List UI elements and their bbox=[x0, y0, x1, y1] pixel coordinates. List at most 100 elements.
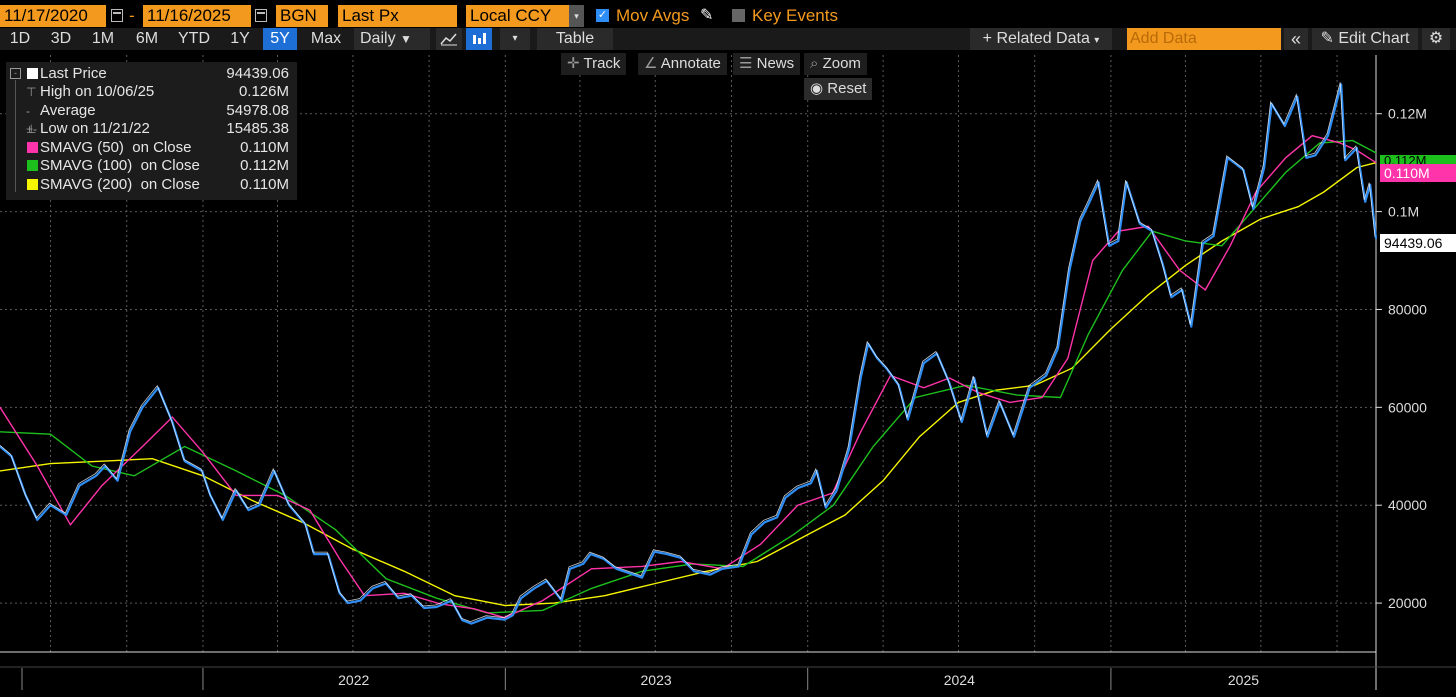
key-events-checkbox[interactable] bbox=[732, 9, 745, 22]
reset-button[interactable]: ◉ Reset bbox=[804, 78, 873, 100]
news-button[interactable]: ☰ News bbox=[733, 53, 801, 75]
bar-chart-icon[interactable] bbox=[466, 28, 492, 50]
end-calendar-icon[interactable] bbox=[255, 9, 267, 22]
end-date-field[interactable]: 11/16/2025 bbox=[143, 5, 251, 27]
sma50-series bbox=[0, 134, 1377, 619]
x-tick-label: 2023 bbox=[641, 672, 672, 688]
legend-value: 0.110M bbox=[240, 139, 289, 156]
legend-low: ⊥ Low on 11/21/22 15485.38 bbox=[6, 120, 297, 138]
x-axis-labels: 2022 2023 2024 2025 bbox=[338, 672, 1259, 688]
high-marker-icon: ⊤ bbox=[26, 85, 37, 99]
legend-value: 54978.08 bbox=[226, 102, 289, 119]
chevron-down-icon: ▼ bbox=[400, 32, 412, 46]
last-price-swatch bbox=[27, 68, 38, 79]
related-data-dropdown-icon: ▾ bbox=[1094, 35, 1100, 46]
legend-sma100: SMAVG (100) on Close 0.112M bbox=[6, 157, 297, 175]
legend-sma50: SMAVG (50) on Close 0.110M bbox=[6, 139, 297, 157]
plus-icon: + bbox=[982, 30, 992, 47]
x-tick-label: 2022 bbox=[338, 672, 369, 688]
legend-value: 0.112M bbox=[240, 157, 289, 174]
period-ytd[interactable]: YTD bbox=[178, 30, 210, 47]
legend-value: 0.110M bbox=[240, 176, 289, 193]
annotate-icon: ∠ bbox=[644, 55, 658, 72]
sma200-series bbox=[0, 162, 1377, 607]
y-tick-label: 0.12M bbox=[1388, 106, 1427, 122]
field-select[interactable]: Last Px bbox=[338, 5, 457, 27]
grid-lines bbox=[0, 55, 1376, 652]
last-price-series bbox=[0, 83, 1378, 625]
edit-chart-label: Edit Chart bbox=[1338, 30, 1410, 47]
period-1m[interactable]: 1M bbox=[91, 30, 115, 47]
legend-high: ⊤ High on 10/06/25 0.126M bbox=[6, 83, 297, 101]
legend-collapse-icon[interactable]: - bbox=[10, 68, 21, 79]
gear-icon[interactable]: ⚙ bbox=[1422, 28, 1450, 50]
legend-last-price: Last Price 94439.06 bbox=[6, 65, 297, 83]
mov-avgs-checkbox[interactable]: ✓ bbox=[596, 9, 609, 22]
period-5y[interactable]: 5Y bbox=[263, 28, 297, 50]
legend-value: 94439.06 bbox=[226, 65, 289, 82]
period-1y[interactable]: 1Y bbox=[230, 30, 250, 47]
last-price-tag: 94439.06 bbox=[1380, 234, 1456, 252]
zoom-button[interactable]: ⌕ Zoom bbox=[804, 53, 867, 75]
date-separator: - bbox=[129, 6, 135, 25]
legend-value: 0.126M bbox=[238, 83, 289, 100]
legend-label: Low on 11/21/22 bbox=[40, 120, 150, 137]
y-tick-label: 60000 bbox=[1388, 399, 1427, 415]
sma50-swatch bbox=[27, 142, 38, 153]
chart-series bbox=[0, 82, 1378, 625]
table-button[interactable]: Table bbox=[537, 28, 613, 50]
add-data-placeholder: Add Data bbox=[1130, 30, 1197, 47]
y-axis-labels: 20000 40000 60000 80000 0.1M 0.12M bbox=[1388, 106, 1427, 611]
legend-average: -+- Average 54978.08 bbox=[6, 102, 297, 136]
legend-sma200: SMAVG (200) on Close 0.110M bbox=[6, 176, 297, 194]
x-tick-label: 2025 bbox=[1228, 672, 1259, 688]
sma100-swatch bbox=[27, 160, 38, 171]
annotate-label: Annotate bbox=[660, 55, 721, 72]
line-chart-icon[interactable] bbox=[436, 28, 462, 50]
start-calendar-icon[interactable] bbox=[111, 9, 123, 22]
search-icon: ⌕ bbox=[810, 55, 819, 72]
zoom-label: Zoom bbox=[822, 55, 861, 72]
related-data-button[interactable]: + Related Data ▾ bbox=[970, 28, 1112, 50]
start-date-field[interactable]: 11/17/2020 bbox=[0, 5, 106, 27]
legend-tree-line bbox=[15, 80, 16, 192]
currency-select[interactable]: Local CCY bbox=[466, 5, 570, 27]
x-tick-label: 2024 bbox=[944, 672, 975, 688]
y-tick-label: 40000 bbox=[1388, 497, 1427, 513]
key-events-label: Key Events bbox=[752, 6, 838, 25]
y-tick-label: 20000 bbox=[1388, 595, 1427, 611]
collapse-icon[interactable]: « bbox=[1284, 28, 1308, 50]
legend-panel[interactable]: - Last Price 94439.06 ⊤ High on 10/06/25… bbox=[6, 62, 297, 200]
low-marker-icon: ⊥ bbox=[26, 122, 37, 136]
track-label: Track bbox=[583, 55, 621, 72]
currency-dropdown-icon[interactable]: ▾ bbox=[569, 5, 584, 27]
period-max[interactable]: Max bbox=[310, 30, 342, 47]
legend-label: SMAVG (200) on Close bbox=[40, 176, 200, 193]
chart-axes bbox=[0, 55, 1456, 690]
sma100-series bbox=[0, 139, 1377, 614]
source-field[interactable]: BGN bbox=[276, 5, 328, 27]
news-icon: ☰ bbox=[739, 55, 753, 72]
edit-chart-button[interactable]: ✎ Edit Chart bbox=[1312, 28, 1418, 50]
average-marker-icon: -+- bbox=[26, 104, 38, 136]
mov-avgs-label: Mov Avgs bbox=[616, 6, 690, 25]
period-3d[interactable]: 3D bbox=[50, 30, 72, 47]
chart-type-dropdown-icon[interactable]: ▾ bbox=[500, 28, 530, 50]
period-6m[interactable]: 6M bbox=[135, 30, 159, 47]
frequency-label: Daily bbox=[360, 30, 396, 47]
frequency-select[interactable]: Daily ▼ bbox=[354, 28, 430, 50]
last-price-highlight bbox=[0, 82, 1376, 623]
pencil-icon: ✎ bbox=[1320, 30, 1334, 47]
annotate-button[interactable]: ∠ Annotate bbox=[638, 53, 727, 75]
legend-label: High on 10/06/25 bbox=[40, 83, 155, 100]
legend-label: SMAVG (50) on Close bbox=[40, 139, 192, 156]
sma200-swatch bbox=[27, 179, 38, 190]
add-data-input[interactable]: Add Data bbox=[1127, 28, 1281, 50]
track-button[interactable]: ✛ Track bbox=[561, 53, 627, 75]
legend-label: SMAVG (100) on Close bbox=[40, 157, 200, 174]
pencil-icon[interactable]: ✎ bbox=[700, 7, 714, 24]
period-1d[interactable]: 1D bbox=[9, 30, 31, 47]
y-tick-label: 80000 bbox=[1388, 301, 1427, 317]
news-label: News bbox=[756, 55, 795, 72]
